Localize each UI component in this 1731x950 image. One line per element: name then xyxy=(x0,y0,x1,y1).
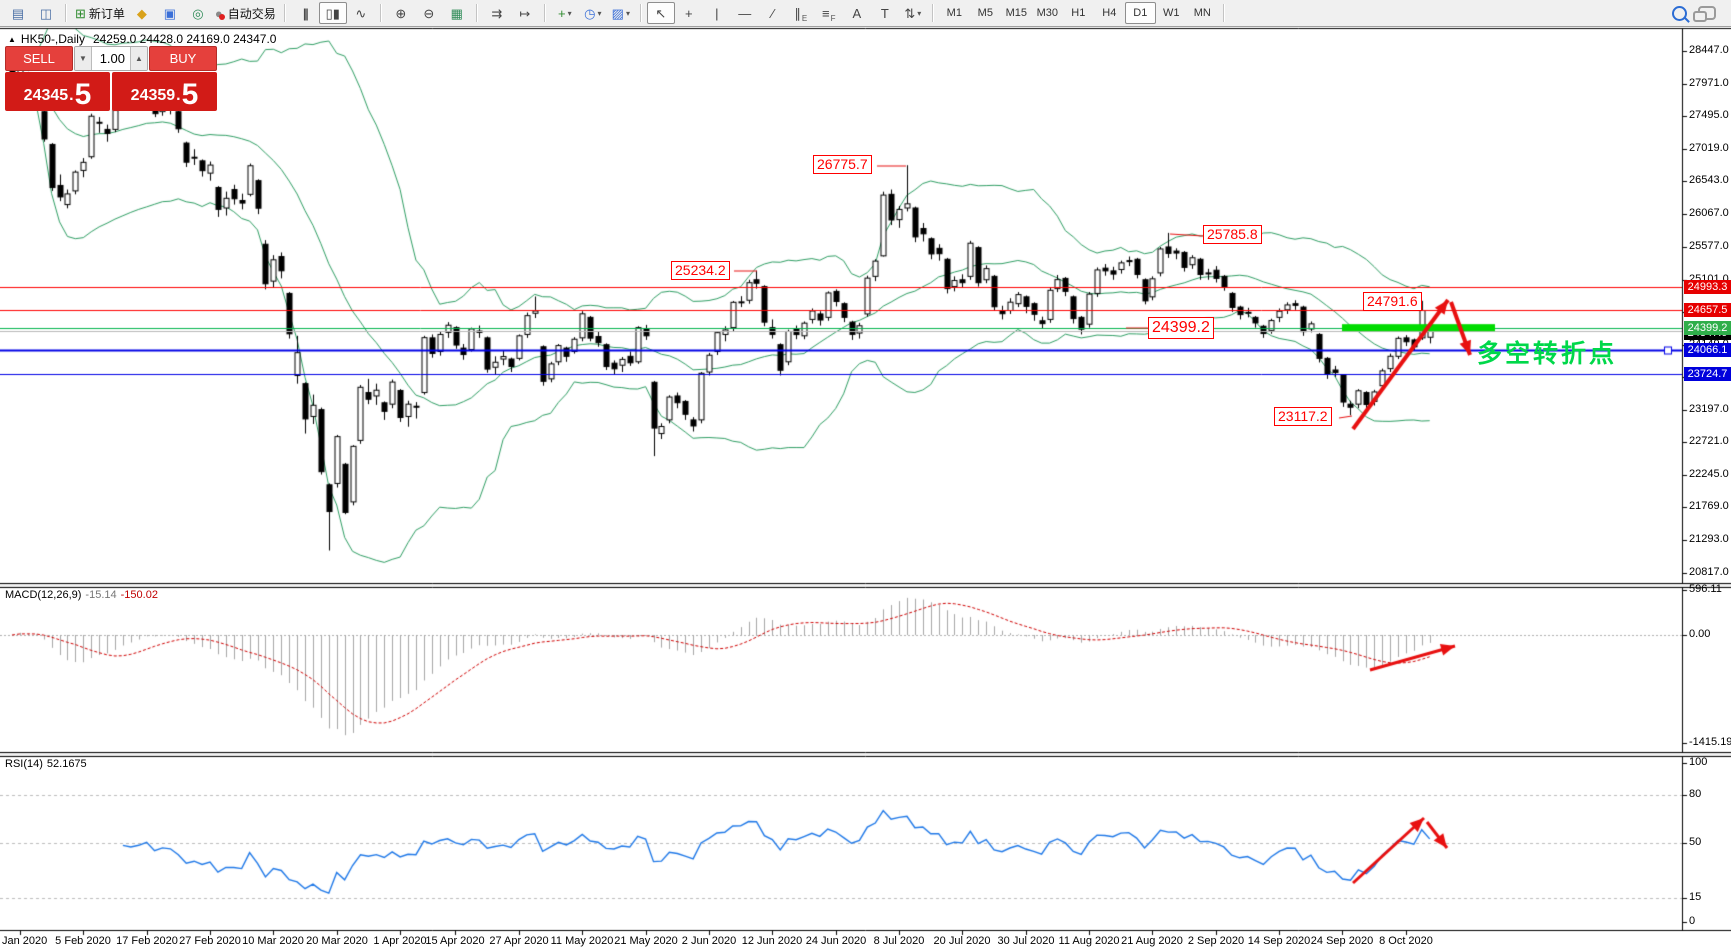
macd-indicator-label: MACD(12,26,9) -15.14 -150.02 xyxy=(5,589,158,601)
toolbar-group-timeframes: M1 M5 M15 M30 H1 H4 D1 W1 MN xyxy=(939,2,1218,24)
sell-button[interactable]: SELL xyxy=(5,46,73,71)
macd-signal-value: -150.02 xyxy=(120,589,158,601)
marketwatch-icon[interactable]: ◆ xyxy=(136,5,147,21)
horizontal-line-icon[interactable]: — xyxy=(738,5,752,21)
chart-profile-icon[interactable]: ◫ xyxy=(39,5,53,21)
toolbar-group-scroll: ⇉ ↦ xyxy=(483,2,539,24)
chat-icon[interactable] xyxy=(1693,2,1721,24)
dropdown-caret-icon: ▾ xyxy=(597,8,602,18)
search-icon[interactable] xyxy=(1665,2,1693,24)
tf-m30[interactable]: M30 xyxy=(1036,7,1058,19)
rsi-name: RSI(14) xyxy=(5,758,43,770)
sell-price-dot: . xyxy=(69,87,74,104)
rsi-indicator-label: RSI(14) 52.1675 xyxy=(5,758,87,770)
periods-icon[interactable]: ◷ ▾ xyxy=(584,5,602,21)
symbol-marker-icon: ▲ xyxy=(8,35,16,44)
toolbar-group-charttype: ||| ▯▮ ∿ xyxy=(291,2,375,24)
volume-increase-button[interactable]: ▲ xyxy=(130,47,147,70)
buy-price[interactable]: 24359. 5 xyxy=(112,72,217,111)
zoom-out-icon[interactable]: ⊖ xyxy=(423,5,435,21)
toolbar-group-windows: ▤ ◫ xyxy=(4,2,60,24)
buy-button[interactable]: BUY xyxy=(149,46,217,71)
toolbar-group-trade: ⊞ 新订单 ◆ ▣ ◎ ● 自动交易 xyxy=(72,2,279,24)
tf-h1[interactable]: H1 xyxy=(1071,7,1086,19)
volume-value[interactable]: 1.00 xyxy=(99,51,125,66)
auto-scroll-icon[interactable]: ⇉ xyxy=(491,5,503,21)
crosshair-icon[interactable]: + xyxy=(685,5,693,21)
rsi-value: 52.1675 xyxy=(46,758,87,770)
price-callout-label[interactable]: 25785.8 xyxy=(1203,225,1262,244)
zoom-in-icon[interactable]: ⊕ xyxy=(395,5,407,21)
tf-h4[interactable]: H4 xyxy=(1102,7,1117,19)
sell-price-main: 24345 xyxy=(23,87,69,104)
one-click-trading-panel: SELL ▼ 1.00 ▲ BUY 24345. 5 24359. 5 xyxy=(5,46,217,111)
tf-m5[interactable]: M5 xyxy=(977,7,993,19)
tf-m1[interactable]: M1 xyxy=(946,7,962,19)
bar-chart-icon[interactable]: ||| xyxy=(302,5,309,21)
chart-shift-icon[interactable]: ↦ xyxy=(519,5,531,21)
sell-price[interactable]: 24345. 5 xyxy=(5,72,110,111)
chart-symbol-period: HK50-,Daily xyxy=(20,32,85,46)
text-icon[interactable]: A xyxy=(852,5,862,21)
annotation-text[interactable]: 多空转折点 xyxy=(1477,341,1618,368)
volume-stepper[interactable]: ▼ 1.00 ▲ xyxy=(74,46,148,71)
tf-m15[interactable]: M15 xyxy=(1005,7,1027,19)
toolbar-group-objects: ↖ + | — ∕ ∥ E ≡ F A T ⇅ ▾ xyxy=(646,2,927,24)
dropdown-caret-icon: ▾ xyxy=(567,8,572,18)
chart-ohlc-values: 24259.0 24428.0 24169.0 24347.0 xyxy=(92,32,277,46)
tf-w1[interactable]: W1 xyxy=(1163,7,1180,19)
search-icon xyxy=(1671,5,1687,21)
price-callout-label[interactable]: 26775.7 xyxy=(813,155,872,174)
toolbar: ▤ ◫ ⊞ 新订单 ◆ ▣ ◎ ● 自动交易 ||| ▯▮ ∿ ⊕ ⊖ ▦ ⇉ ↦ + ▾ ◷ ▾ ▨ ▾ ↖ + | — ∕ ∥ E ≡ F… xyxy=(0,0,1731,27)
templates-icon[interactable]: ▨ ▾ xyxy=(611,5,630,21)
tf-d1[interactable]: D1 xyxy=(1124,2,1156,24)
line-chart-icon[interactable]: ∿ xyxy=(355,5,367,21)
strategy-tester-icon[interactable]: ◎ xyxy=(192,5,204,21)
toolbar-group-right xyxy=(1665,2,1721,24)
vertical-line-icon[interactable]: | xyxy=(715,5,719,21)
tile-windows-icon[interactable]: ▦ xyxy=(450,5,463,21)
tf-mn[interactable]: MN xyxy=(1193,7,1211,19)
indicators-icon[interactable]: + ▾ xyxy=(557,5,572,21)
fibonacci-icon[interactable]: ≡ F xyxy=(822,5,836,24)
cursor-icon[interactable]: ↖ xyxy=(646,2,675,24)
chat-icon xyxy=(1693,6,1716,22)
text-label-icon[interactable]: T xyxy=(880,5,889,21)
buy-price-main: 24359 xyxy=(130,87,176,104)
chart-title: ▲ HK50-,Daily 24259.0 24428.0 24169.0 2434… xyxy=(8,32,276,46)
toolbar-group-zoom: ⊕ ⊖ ▦ xyxy=(387,2,471,24)
buy-price-dot: . xyxy=(176,87,181,104)
price-callout-label[interactable]: 25234.2 xyxy=(671,261,730,280)
dropdown-caret-icon: ▾ xyxy=(625,8,630,18)
price-callout-label[interactable]: 24791.6 xyxy=(1363,292,1422,311)
autotrading-status-dot xyxy=(218,14,225,20)
candlestick-chart-icon[interactable]: ▯▮ xyxy=(318,2,347,24)
price-callout-label[interactable]: 24399.2 xyxy=(1148,317,1214,339)
new-order-button[interactable]: ⊞ 新订单 xyxy=(75,5,125,21)
equidistant-channel-icon[interactable]: ∥ E xyxy=(794,5,808,24)
terminal-icon[interactable]: ▣ xyxy=(163,5,177,21)
buy-price-big-digit: 5 xyxy=(181,78,199,111)
new-chart-icon[interactable]: ▤ xyxy=(11,5,25,21)
autotrading-button[interactable]: ● 自动交易 xyxy=(214,5,276,21)
dropdown-caret-icon: ▾ xyxy=(917,8,922,18)
toolbar-group-insert: + ▾ ◷ ▾ ▨ ▾ xyxy=(551,2,635,24)
trendline-icon[interactable]: ∕ xyxy=(771,5,774,21)
arrows-tool-icon[interactable]: ⇅ ▾ xyxy=(904,5,922,21)
macd-name: MACD(12,26,9) xyxy=(5,589,82,601)
price-callout-label[interactable]: 23117.2 xyxy=(1274,407,1332,426)
sell-price-big-digit: 5 xyxy=(74,78,92,111)
volume-decrease-button[interactable]: ▼ xyxy=(75,47,92,70)
macd-value: -15.14 xyxy=(85,589,117,601)
